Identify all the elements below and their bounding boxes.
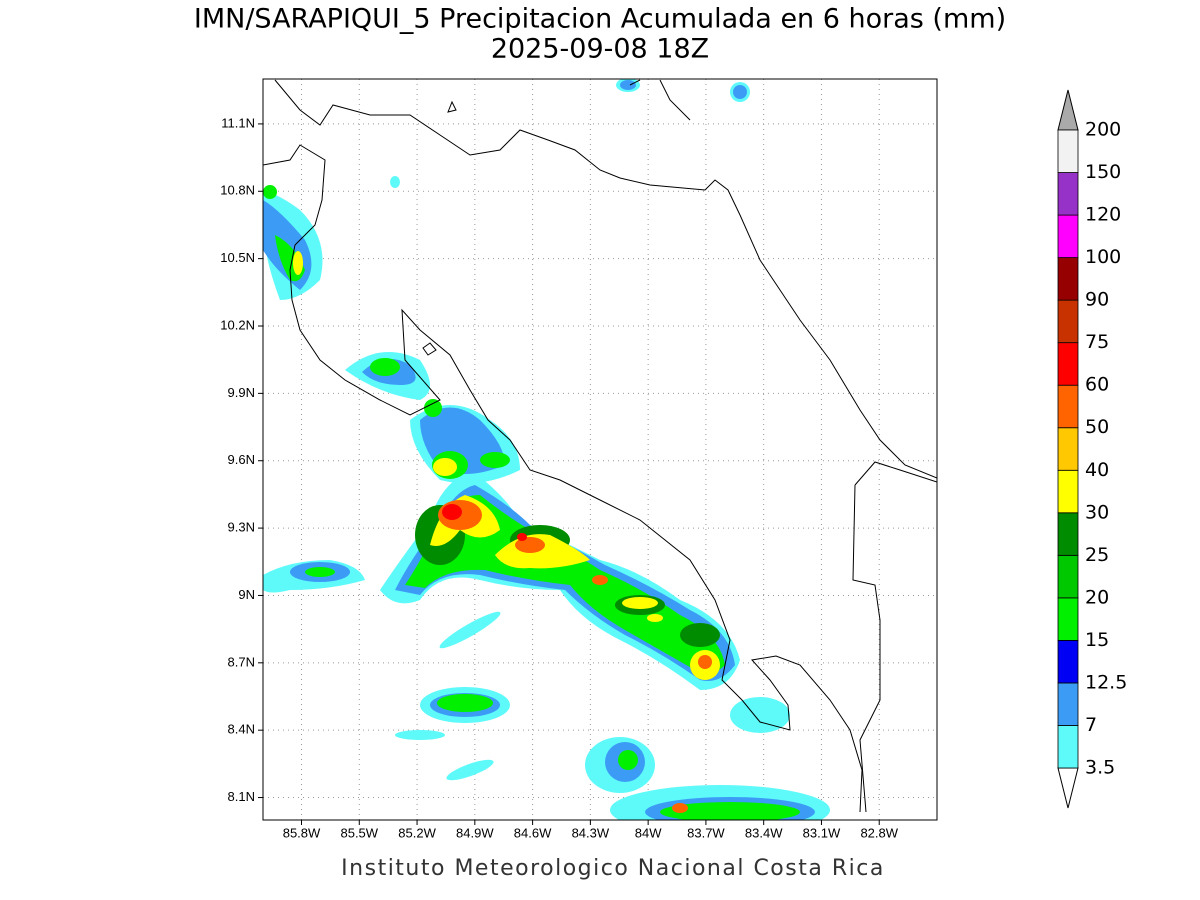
coastlines [263, 79, 937, 813]
colorbar-box [1057, 214, 1079, 258]
x-tick-label: 84.6W [514, 825, 552, 840]
precip-15 [263, 185, 800, 820]
colorbar-box [1057, 384, 1079, 429]
colorbar-box [1057, 129, 1079, 173]
colorbar-box [1057, 469, 1079, 514]
colorbar: 3.5 7 12.5 15 20 25 30 40 50 60 75 90 100 120 150 200 [1057, 89, 1127, 809]
x-tick-label: 84W [635, 825, 662, 840]
y-tick-label: 9N [238, 587, 255, 602]
plot-frame [262, 78, 938, 821]
colorbar-label: 200 [1085, 119, 1121, 141]
colorbar-label: 60 [1085, 374, 1109, 396]
y-tick-label: 8.1N [228, 789, 255, 804]
precip-60 [442, 504, 527, 541]
y-tick-label: 10.5N [220, 250, 255, 265]
colorbar-label: 50 [1085, 416, 1109, 438]
subtitle: 2025-09-08 18Z [491, 34, 709, 65]
colorbar-label: 120 [1085, 204, 1121, 226]
x-tick-label: 82.8W [860, 825, 898, 840]
y-tick-label: 10.2N [220, 317, 255, 332]
precip-field [263, 79, 830, 820]
colorbar-label: 7 [1085, 714, 1097, 736]
y-tick-label: 8.4N [228, 722, 255, 737]
colorbar-box [1057, 172, 1079, 216]
colorbar-box [1057, 342, 1079, 386]
x-tick-label: 85.5W [340, 825, 378, 840]
colorbar-box [1057, 597, 1079, 641]
x-tick-label: 84.3W [572, 825, 610, 840]
x-tick-label: 83.4W [745, 825, 783, 840]
colorbar-over [1057, 89, 1079, 131]
colorbar-label: 12.5 [1085, 671, 1127, 693]
title: IMN/SARAPIQUI_5 Precipitacion Acumulada … [194, 4, 1006, 35]
axis-ticks: 85.8W 85.5W 85.2W 84.9W 84.6W 84.3W 84W 83.7W 83… [220, 115, 898, 840]
colorbar-box [1057, 427, 1079, 471]
colorbar-label: 40 [1085, 459, 1109, 481]
colorbar-box [1057, 640, 1079, 684]
colorbar-label: 25 [1085, 544, 1109, 566]
y-tick-label: 9.6N [228, 452, 255, 467]
y-tick-label: 9.9N [228, 385, 255, 400]
y-tick-label: 8.7N [228, 654, 255, 669]
colorbar-label: 3.5 [1085, 757, 1115, 779]
colorbar-box [1057, 682, 1079, 726]
colorbar-label: 150 [1085, 161, 1121, 183]
colorbar-box [1057, 299, 1079, 344]
colorbar-label: 75 [1085, 331, 1109, 353]
x-tick-label: 84.9W [456, 825, 494, 840]
colorbar-box [1057, 554, 1079, 599]
footer: Instituto Meteorologico Nacional Costa R… [341, 856, 885, 881]
x-tick-label: 83.1W [803, 825, 841, 840]
colorbar-label: 90 [1085, 289, 1109, 311]
y-tick-label: 10.8N [220, 183, 255, 198]
x-tick-label: 83.7W [687, 825, 725, 840]
x-tick-label: 85.2W [398, 825, 436, 840]
colorbar-box [1057, 725, 1079, 769]
colorbar-label: 15 [1085, 629, 1109, 651]
colorbar-label: 100 [1085, 246, 1121, 268]
colorbar-box [1057, 512, 1079, 556]
y-tick-label: 9.3N [228, 520, 255, 535]
y-tick-label: 11.1N [221, 115, 255, 130]
colorbar-label: 20 [1085, 586, 1109, 608]
colorbar-label: 30 [1085, 501, 1109, 523]
colorbar-under [1057, 767, 1079, 809]
x-tick-label: 85.8W [283, 825, 321, 840]
colorbar-box [1057, 257, 1079, 301]
